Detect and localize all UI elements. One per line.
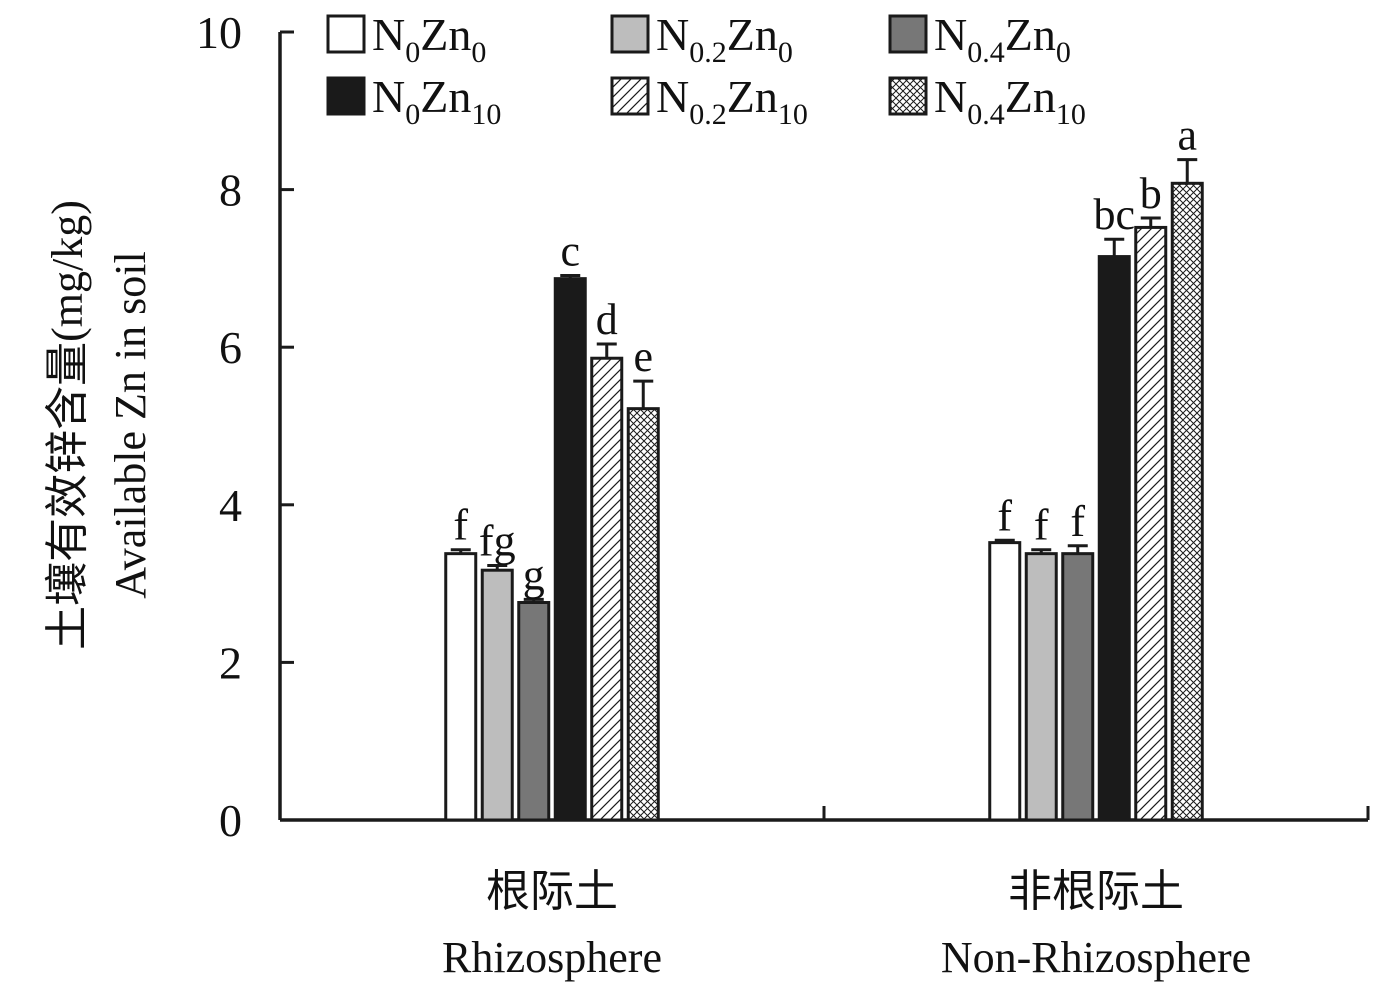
x-category-label-en: Rhizosphere: [442, 933, 662, 982]
significance-letter: f: [997, 491, 1012, 540]
x-category-label-en: Non-Rhizosphere: [941, 933, 1251, 982]
legend-label: N0.4Zn10: [934, 71, 1086, 131]
legend-label: N0.2Zn0: [656, 9, 793, 69]
legend-label: N0.2Zn10: [656, 71, 808, 131]
y-axis-title-en: Available Zn in soil: [106, 251, 155, 598]
significance-letter: d: [596, 295, 618, 344]
y-tick-label: 6: [219, 322, 242, 373]
y-tick-label: 0: [219, 795, 242, 846]
significance-letter: a: [1177, 111, 1197, 160]
significance-letter: c: [560, 226, 580, 275]
legend-swatch: [888, 76, 928, 116]
legend-swatch: [888, 14, 928, 54]
legend-label: N0Zn0: [372, 9, 486, 69]
bar: [988, 541, 1022, 822]
significance-letter: g: [523, 550, 545, 599]
legend-label: N0.4Zn0: [934, 9, 1071, 69]
y-axis-title: 土壤有效锌含量(mg/kg) Available Zn in soil: [43, 200, 155, 650]
bar: [480, 568, 514, 822]
legend-label: N0Zn10: [372, 71, 501, 131]
x-category-label-cn: 根际土: [486, 867, 618, 916]
bar: [590, 356, 624, 822]
y-tick-label: 4: [219, 480, 242, 531]
significance-letter: bc: [1093, 190, 1135, 239]
bar: [1170, 181, 1204, 822]
legend: N0Zn0 N0.2Zn0 N0.4Zn0 N0Zn10 N0.2Zn10 N0.4Zn1…: [326, 9, 1086, 131]
legend-swatch: [610, 76, 650, 116]
bar: [1061, 552, 1095, 822]
significance-letter: f: [1034, 501, 1049, 550]
legend-swatch: [326, 14, 366, 54]
bar: [1024, 552, 1058, 822]
bar: [1097, 255, 1131, 822]
y-tick-label: 10: [196, 7, 242, 58]
y-tick-label: 8: [219, 165, 242, 216]
bar: [444, 552, 478, 822]
axes: 0 2 4 6 8 10 根际土 Rhizosphere 非根际土 Non-Rhizosphere: [196, 7, 1370, 982]
significance-letter: f: [453, 501, 468, 550]
bar: [553, 277, 587, 822]
legend-swatch: [610, 14, 650, 54]
y-axis-title-cn: 土壤有效锌含量(mg/kg): [43, 200, 92, 650]
significance-letter: e: [633, 332, 653, 381]
bar: [626, 407, 660, 822]
bar: [1134, 225, 1168, 822]
significance-letter: f: [1070, 497, 1085, 546]
significance-letter: b: [1140, 169, 1162, 218]
legend-swatch: [326, 76, 366, 116]
bar: [517, 601, 551, 822]
x-category-label-cn: 非根际土: [1008, 867, 1184, 916]
y-tick-label: 2: [219, 637, 242, 688]
significance-letter: fg: [479, 516, 516, 565]
